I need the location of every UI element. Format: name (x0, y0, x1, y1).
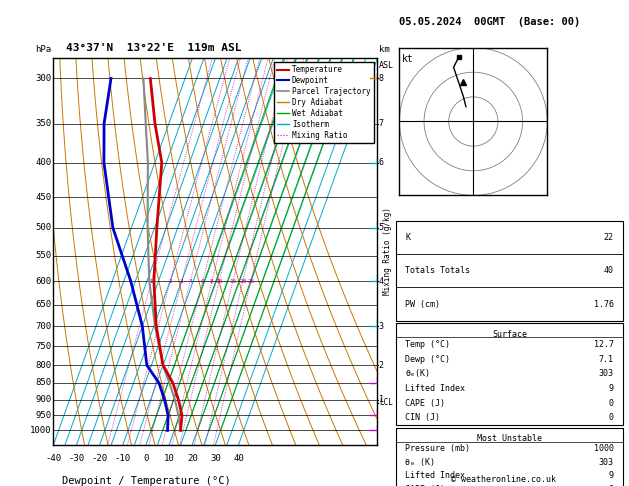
Text: 450: 450 (35, 192, 51, 202)
Text: 40: 40 (233, 454, 244, 463)
Text: 900: 900 (35, 395, 51, 404)
Bar (396, 323, 623, 425)
Text: 05.05.2024  00GMT  (Base: 00): 05.05.2024 00GMT (Base: 00) (399, 17, 581, 27)
Text: 8: 8 (379, 74, 384, 83)
Text: 40: 40 (604, 266, 614, 276)
Text: Pressure (mb): Pressure (mb) (405, 444, 470, 453)
Text: -40: -40 (45, 454, 62, 463)
Text: 550: 550 (35, 251, 51, 260)
Text: 600: 600 (35, 277, 51, 286)
Text: 0: 0 (609, 399, 614, 408)
Text: 9: 9 (609, 471, 614, 480)
Text: Mixing Ratio (g/kg): Mixing Ratio (g/kg) (383, 208, 392, 295)
Text: Temp (°C): Temp (°C) (405, 340, 450, 349)
Text: 8: 8 (210, 278, 214, 284)
Text: Surface: Surface (492, 330, 527, 339)
Text: 9: 9 (609, 384, 614, 393)
Text: 3: 3 (379, 322, 384, 330)
Text: 1.76: 1.76 (594, 299, 614, 309)
Text: LCL: LCL (379, 399, 392, 407)
Text: Lifted Index: Lifted Index (405, 384, 465, 393)
Text: © weatheronline.co.uk: © weatheronline.co.uk (451, 474, 555, 484)
Text: Dewpoint / Temperature (°C): Dewpoint / Temperature (°C) (62, 476, 230, 486)
Text: km: km (379, 46, 390, 54)
Text: 2: 2 (379, 361, 384, 370)
Text: 3: 3 (180, 278, 184, 284)
Text: Dewp (°C): Dewp (°C) (405, 355, 450, 364)
Text: Totals Totals: Totals Totals (405, 266, 470, 276)
Text: 750: 750 (35, 342, 51, 351)
Text: 1000: 1000 (594, 444, 614, 453)
Text: 20: 20 (239, 278, 247, 284)
Text: 1000: 1000 (30, 426, 51, 435)
Text: 2: 2 (169, 278, 172, 284)
Text: K: K (405, 233, 410, 242)
Text: 303: 303 (599, 458, 614, 467)
Text: 7.1: 7.1 (599, 355, 614, 364)
Text: 25: 25 (247, 278, 255, 284)
Text: 30: 30 (210, 454, 221, 463)
Text: 10: 10 (216, 278, 223, 284)
Text: 303: 303 (599, 369, 614, 379)
Text: Lifted Index: Lifted Index (405, 471, 465, 480)
Text: 0: 0 (143, 454, 148, 463)
Text: θₑ (K): θₑ (K) (405, 458, 435, 467)
Text: θₑ(K): θₑ(K) (405, 369, 430, 379)
Bar (396, 428, 623, 486)
Text: PW (cm): PW (cm) (405, 299, 440, 309)
Legend: Temperature, Dewpoint, Parcel Trajectory, Dry Adiabat, Wet Adiabat, Isotherm, Mi: Temperature, Dewpoint, Parcel Trajectory… (274, 62, 374, 143)
Text: 0: 0 (609, 414, 614, 422)
Text: 4: 4 (379, 277, 384, 286)
Text: 850: 850 (35, 379, 51, 387)
Text: CAPE (J): CAPE (J) (405, 399, 445, 408)
Text: -30: -30 (69, 454, 85, 463)
Text: 500: 500 (35, 223, 51, 232)
Text: -20: -20 (92, 454, 108, 463)
Text: 650: 650 (35, 300, 51, 309)
Text: 800: 800 (35, 361, 51, 370)
Text: 1: 1 (150, 278, 153, 284)
Text: 10: 10 (164, 454, 174, 463)
Text: 4: 4 (189, 278, 192, 284)
Text: CIN (J): CIN (J) (405, 414, 440, 422)
Text: 15: 15 (229, 278, 237, 284)
Text: 6: 6 (379, 158, 384, 167)
Bar (396, 221, 623, 321)
Text: kt: kt (403, 53, 414, 64)
Text: CAPE (J): CAPE (J) (405, 485, 445, 486)
Text: 20: 20 (187, 454, 198, 463)
Text: -10: -10 (115, 454, 131, 463)
Text: 0: 0 (609, 485, 614, 486)
Text: 22: 22 (604, 233, 614, 242)
Text: 700: 700 (35, 322, 51, 330)
Text: 6: 6 (201, 278, 204, 284)
Text: 5: 5 (379, 223, 384, 232)
Text: 350: 350 (35, 119, 51, 128)
Text: Most Unstable: Most Unstable (477, 434, 542, 443)
Text: 950: 950 (35, 411, 51, 420)
Text: 12.7: 12.7 (594, 340, 614, 349)
Text: ASL: ASL (379, 61, 394, 70)
Text: 300: 300 (35, 74, 51, 83)
Text: 1: 1 (379, 395, 384, 404)
Text: 7: 7 (379, 119, 384, 128)
Text: hPa: hPa (35, 46, 51, 54)
Text: 43°37'N  13°22'E  119m ASL: 43°37'N 13°22'E 119m ASL (66, 43, 242, 53)
Text: 400: 400 (35, 158, 51, 167)
